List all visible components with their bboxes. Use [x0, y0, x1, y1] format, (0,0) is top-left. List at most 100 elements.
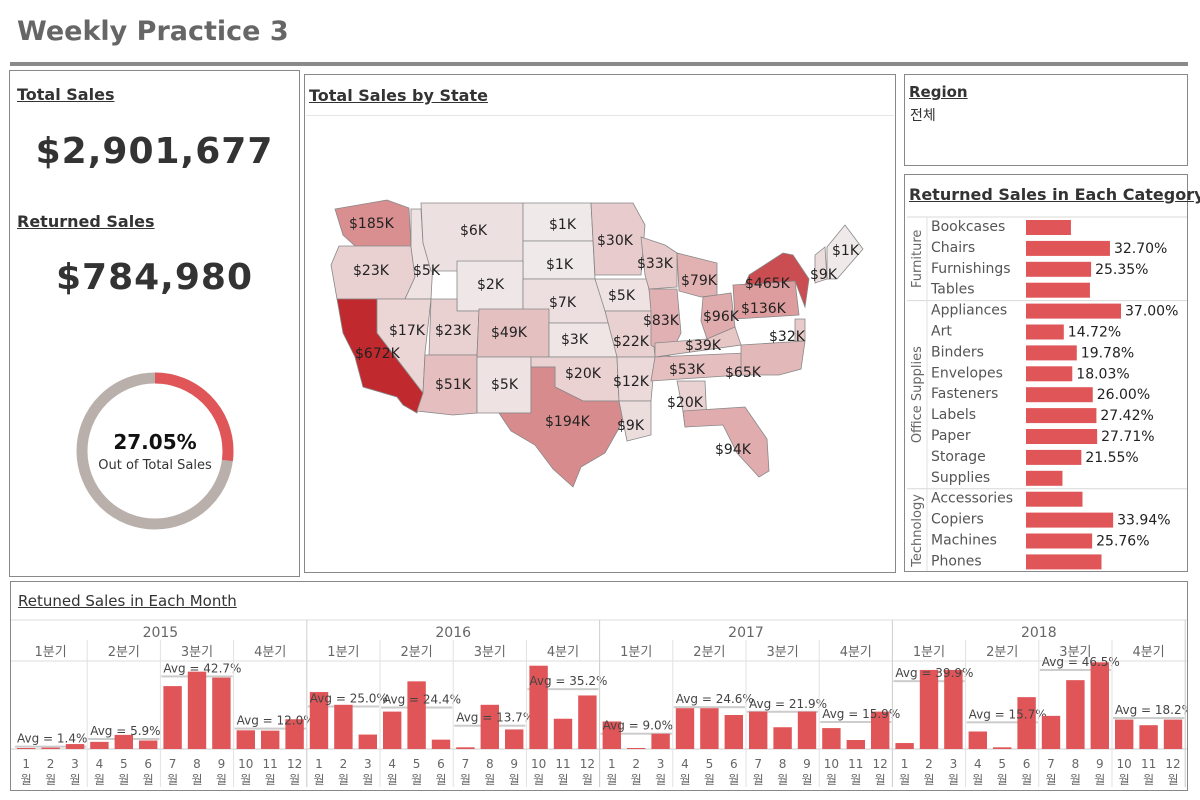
category-bar[interactable]	[1026, 533, 1093, 549]
state-label-fl: $94K	[715, 442, 752, 458]
region-filter-value[interactable]: 전체	[910, 108, 936, 124]
month-bar[interactable]	[1163, 719, 1183, 749]
month-bar[interactable]	[90, 741, 109, 749]
month-bar[interactable]	[553, 718, 573, 749]
category-bar[interactable]	[1026, 220, 1071, 235]
state-label-ky: $39K	[685, 338, 722, 354]
category-bar[interactable]	[1026, 449, 1082, 465]
month-bar[interactable]	[1041, 715, 1061, 749]
month-bar[interactable]	[1017, 697, 1036, 749]
avg-label: Avg = 12.0%	[237, 714, 315, 728]
category-bar[interactable]	[1026, 366, 1073, 382]
month-bar[interactable]	[17, 748, 36, 749]
month-bar[interactable]	[456, 747, 475, 749]
month-bar[interactable]	[822, 728, 841, 749]
avg-label: Avg = 46.5%	[1042, 655, 1120, 669]
category-bar[interactable]	[1026, 303, 1121, 319]
month-bar[interactable]	[749, 711, 768, 749]
month-bar[interactable]	[285, 719, 304, 749]
state-wi[interactable]	[640, 236, 678, 290]
category-bar[interactable]	[1026, 240, 1110, 256]
state-ky[interactable]	[654, 326, 742, 358]
category-bar[interactable]	[1026, 429, 1098, 444]
region-filter[interactable]: Region 전체	[904, 74, 1188, 166]
month-bar[interactable]	[1115, 719, 1134, 749]
category-percent: 25.76%	[1096, 534, 1149, 550]
month-bar[interactable]	[797, 711, 817, 749]
state-la[interactable]	[618, 400, 652, 442]
state-ny[interactable]	[744, 252, 810, 309]
month-bar[interactable]	[895, 743, 914, 749]
us-sales-map[interactable]: $185K $23K $672K $5K $6K $1K $1K $2K $7K $17K $23K…	[305, 75, 895, 572]
month-bar[interactable]	[139, 740, 158, 750]
month-bar[interactable]	[651, 733, 670, 749]
returned-share-donut[interactable]: 27.05% Out of Total Sales	[70, 366, 240, 536]
category-bar[interactable]	[1026, 554, 1102, 570]
state-az[interactable]	[416, 354, 478, 416]
month-bar[interactable]	[480, 704, 499, 749]
state-fl[interactable]	[682, 406, 770, 478]
state-label-az: $51K	[435, 377, 472, 393]
month-bar[interactable]	[773, 727, 792, 749]
month-bar[interactable]	[724, 715, 743, 749]
month-suffix: 월	[875, 773, 886, 787]
month-bar[interactable]	[871, 711, 890, 749]
category-bar[interactable]	[1026, 512, 1114, 528]
category-bar[interactable]	[1026, 324, 1064, 340]
monthly-panel: Retuned Sales in Each Month 1 월 2 월 3 월 Avg = …	[10, 581, 1188, 791]
category-title: Returned Sales in Each Category	[909, 185, 1200, 204]
month-bar[interactable]	[383, 711, 402, 749]
month-bar[interactable]	[187, 671, 207, 749]
category-bar[interactable]	[1026, 491, 1083, 507]
month-bar[interactable]	[627, 748, 646, 749]
category-bar[interactable]	[1026, 408, 1097, 424]
month-bar[interactable]	[919, 669, 939, 749]
month-bar[interactable]	[114, 734, 133, 749]
state-de[interactable]	[794, 318, 806, 342]
month-bar[interactable]	[944, 669, 963, 749]
quarter-label: 1분기	[913, 645, 945, 660]
state-tx[interactable]	[498, 366, 624, 488]
month-bar[interactable]	[261, 730, 280, 749]
month-bar[interactable]	[334, 704, 353, 749]
month-label: 12	[580, 757, 595, 771]
category-bar[interactable]	[1026, 261, 1092, 277]
category-bar[interactable]	[1026, 470, 1063, 486]
month-bar[interactable]	[212, 677, 231, 749]
category-label: Tables	[930, 282, 975, 298]
donut-returned-arc[interactable]	[76, 372, 234, 530]
month-bar[interactable]	[41, 747, 60, 749]
month-bar[interactable]	[505, 729, 524, 749]
month-bar[interactable]	[1139, 725, 1158, 749]
month-bar[interactable]	[163, 686, 182, 749]
quarter-label: 3분기	[766, 645, 798, 660]
month-bar[interactable]	[407, 681, 426, 749]
month-bar[interactable]	[236, 730, 255, 749]
category-bar[interactable]	[1026, 345, 1077, 361]
category-bar[interactable]	[1026, 387, 1093, 403]
month-bar[interactable]	[529, 665, 548, 749]
month-bar[interactable]	[846, 739, 865, 749]
month-bar[interactable]	[1066, 680, 1085, 749]
state-label-co: $49K	[491, 325, 528, 341]
month-bar[interactable]	[675, 708, 695, 749]
month-bar[interactable]	[1090, 662, 1109, 749]
state-me[interactable]	[826, 224, 864, 280]
month-bar[interactable]	[993, 747, 1012, 749]
month-bar[interactable]	[431, 739, 451, 749]
donut-percent: 27.05%	[113, 430, 196, 454]
month-suffix: 월	[509, 773, 520, 787]
category-bar[interactable]	[1026, 282, 1090, 298]
category-label: Binders	[931, 344, 984, 360]
state-nc[interactable]	[740, 340, 806, 376]
avg-line	[15, 745, 87, 748]
month-bar[interactable]	[700, 708, 719, 749]
month-bar[interactable]	[65, 744, 85, 749]
month-bar[interactable]	[578, 695, 597, 749]
month-suffix: 월	[313, 773, 324, 787]
month-bar[interactable]	[309, 692, 329, 749]
month-bar[interactable]	[358, 734, 377, 749]
month-bar[interactable]	[968, 731, 987, 749]
month-label: 6	[437, 757, 445, 771]
month-bar[interactable]	[602, 721, 621, 749]
